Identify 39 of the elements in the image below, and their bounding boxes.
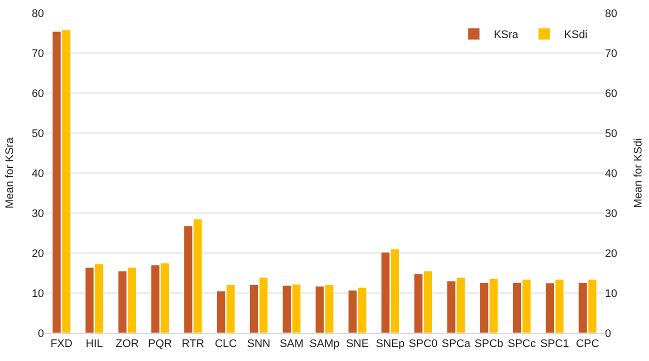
y2-tick-label: 50 (605, 128, 618, 140)
y-tick-label: 60 (32, 88, 44, 100)
x-tick-label: SNE (346, 338, 369, 350)
x-tick-label: PQR (148, 338, 172, 350)
x-tick-label: SPC0 (408, 338, 438, 350)
legend-label: KSdi (564, 29, 588, 42)
y-tick-label: 70 (32, 48, 44, 60)
x-tick-label: SPCa (442, 338, 472, 350)
x-tick-label: RTR (182, 338, 204, 350)
x-tick-label: SNN (247, 338, 270, 350)
y-tick-label: 10 (32, 288, 44, 300)
y2-tick-label: 60 (605, 88, 618, 100)
y2-tick-label: 70 (605, 48, 618, 60)
y-axis-title: Mean for KSra (4, 136, 16, 208)
y-tick-label: 30 (32, 208, 44, 220)
x-tick-label: ZOR (116, 338, 139, 350)
y2-tick-label: 40 (605, 168, 618, 180)
legend-label: KSra (494, 29, 520, 42)
y2-tick-label: 10 (605, 288, 618, 300)
x-tick-label: CPC (576, 338, 600, 350)
y-tick-label: 0 (38, 328, 44, 340)
x-tick-label: SPCb (474, 338, 504, 350)
y2-tick-label: 30 (605, 208, 618, 220)
x-tick-label: HIL (86, 338, 103, 350)
x-tick-label: SNEp (376, 338, 405, 350)
y2-tick-label: 0 (605, 328, 612, 340)
y2-axis-title: Mean for KSdi (632, 138, 644, 208)
x-tick-label: SPC1 (540, 338, 570, 350)
x-tick-label: FXD (50, 338, 72, 350)
y-tick-label: 20 (32, 248, 44, 260)
y2-tick-label: 20 (605, 248, 618, 260)
x-tick-label: CLC (214, 338, 237, 350)
y-tick-label: 40 (32, 168, 44, 180)
x-tick-label: SAM (280, 338, 304, 350)
x-tick-label: SPCc (508, 338, 536, 350)
y2-tick-label: 80 (605, 8, 618, 20)
y-tick-label: 80 (32, 8, 44, 20)
y-tick-label: 50 (32, 128, 44, 140)
x-tick-label: SAMp (310, 338, 340, 350)
